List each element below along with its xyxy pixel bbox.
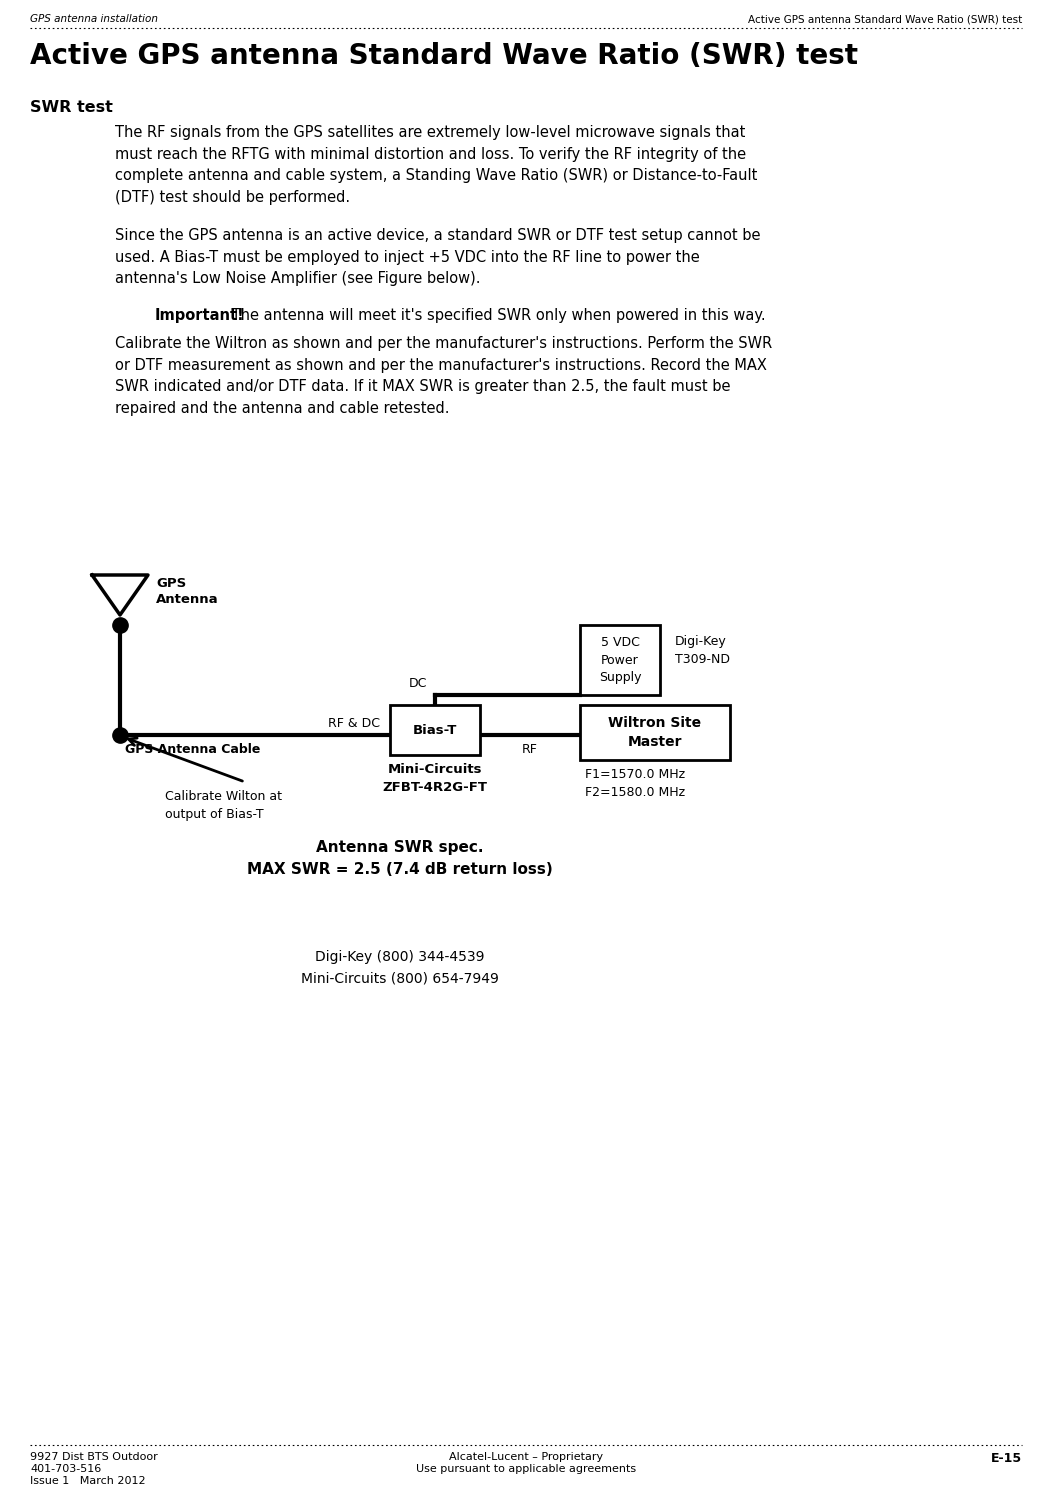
Text: RF: RF bbox=[522, 744, 538, 755]
Text: RF & DC: RF & DC bbox=[328, 717, 380, 730]
Text: The antenna will meet it's specified SWR only when powered in this way.: The antenna will meet it's specified SWR… bbox=[227, 308, 766, 323]
Text: Use pursuant to applicable agreements: Use pursuant to applicable agreements bbox=[416, 1465, 636, 1474]
Text: Antenna: Antenna bbox=[156, 593, 219, 607]
Text: E-15: E-15 bbox=[991, 1451, 1021, 1465]
Text: The RF signals from the GPS satellites are extremely low-level microwave signals: The RF signals from the GPS satellites a… bbox=[115, 125, 757, 205]
Text: Mini-Circuits (800) 654-7949: Mini-Circuits (800) 654-7949 bbox=[301, 972, 499, 986]
Text: GPS antenna installation: GPS antenna installation bbox=[31, 13, 158, 24]
Text: Digi-Key
T309-ND: Digi-Key T309-ND bbox=[675, 635, 730, 666]
Text: GPS Antenna Cable: GPS Antenna Cable bbox=[125, 744, 261, 755]
Bar bbox=[580, 705, 730, 760]
Text: Active GPS antenna Standard Wave Ratio (SWR) test: Active GPS antenna Standard Wave Ratio (… bbox=[748, 13, 1021, 24]
Bar bbox=[580, 625, 660, 694]
Text: DC: DC bbox=[408, 677, 427, 690]
Text: Digi-Key (800) 344-4539: Digi-Key (800) 344-4539 bbox=[316, 950, 485, 964]
Text: Calibrate Wilton at
output of Bias-T: Calibrate Wilton at output of Bias-T bbox=[165, 790, 282, 821]
Text: Bias-T: Bias-T bbox=[412, 724, 458, 736]
Text: F1=1570.0 MHz
F2=1580.0 MHz: F1=1570.0 MHz F2=1580.0 MHz bbox=[585, 767, 685, 799]
Text: SWR test: SWR test bbox=[31, 100, 113, 114]
Text: Calibrate the Wiltron as shown and per the manufacturer's instructions. Perform : Calibrate the Wiltron as shown and per t… bbox=[115, 336, 772, 416]
Text: Antenna SWR spec.: Antenna SWR spec. bbox=[317, 840, 484, 855]
Bar bbox=[390, 705, 480, 755]
Text: GPS: GPS bbox=[156, 577, 186, 590]
Text: MAX SWR = 2.5 (7.4 dB return loss): MAX SWR = 2.5 (7.4 dB return loss) bbox=[247, 862, 553, 877]
Text: Issue 1   March 2012: Issue 1 March 2012 bbox=[31, 1477, 145, 1486]
Text: Mini-Circuits
ZFBT-4R2G-FT: Mini-Circuits ZFBT-4R2G-FT bbox=[383, 763, 487, 794]
Text: 401-703-516: 401-703-516 bbox=[31, 1465, 101, 1474]
Text: Alcatel-Lucent – Proprietary: Alcatel-Lucent – Proprietary bbox=[449, 1451, 603, 1462]
Text: 9927 Dist BTS Outdoor: 9927 Dist BTS Outdoor bbox=[31, 1451, 158, 1462]
Text: Wiltron Site
Master: Wiltron Site Master bbox=[608, 717, 702, 748]
Text: Important!: Important! bbox=[155, 308, 245, 323]
Text: 5 VDC
Power
Supply: 5 VDC Power Supply bbox=[599, 636, 642, 684]
Text: Active GPS antenna Standard Wave Ratio (SWR) test: Active GPS antenna Standard Wave Ratio (… bbox=[31, 42, 858, 70]
Text: Since the GPS antenna is an active device, a standard SWR or DTF test setup cann: Since the GPS antenna is an active devic… bbox=[115, 228, 761, 286]
